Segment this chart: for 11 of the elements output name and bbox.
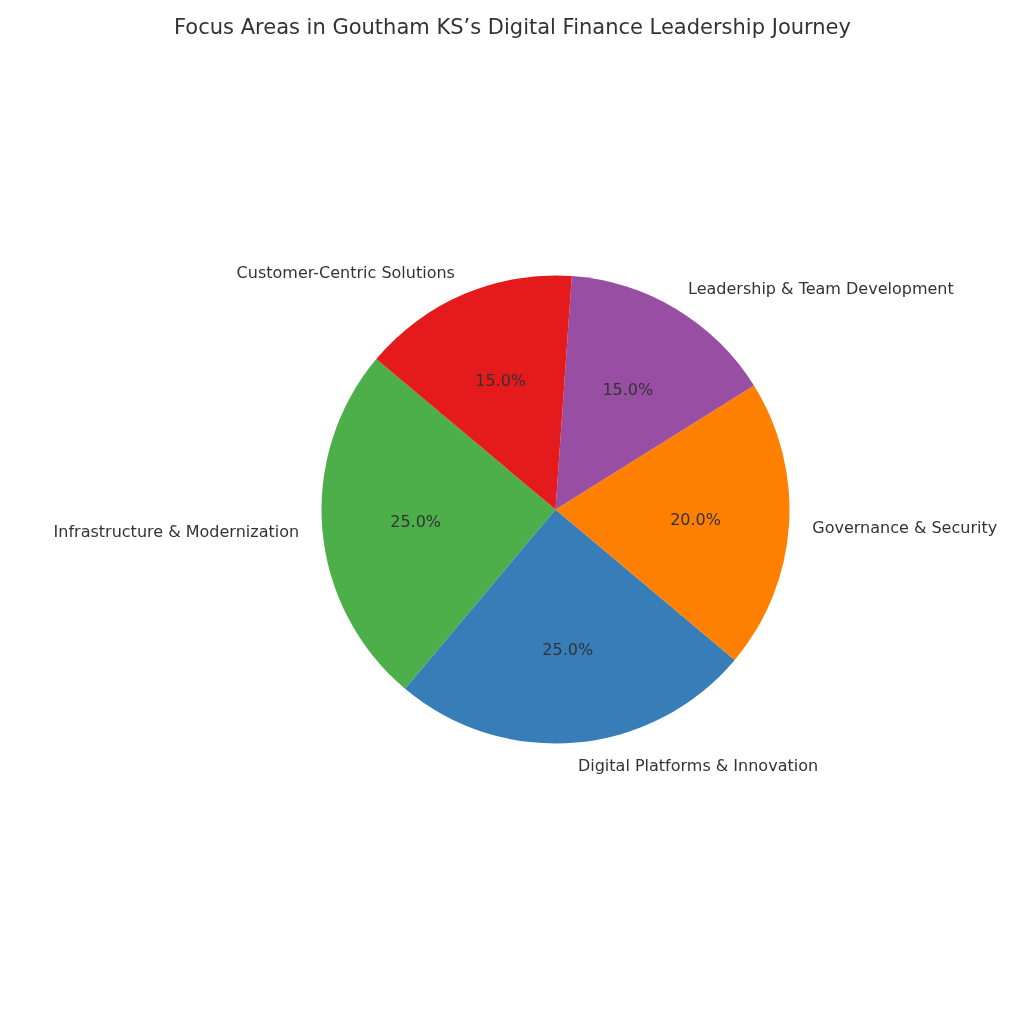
data-label: 15.0%	[602, 379, 654, 399]
slice-label: Digital Platforms & Innovation	[577, 756, 819, 776]
data-label: 25.0%	[542, 639, 594, 659]
chart-title: Focus Areas in Goutham KS’s Digital Finance Leadership Journey	[174, 14, 851, 39]
data-label: 25.0%	[390, 512, 442, 532]
data-label: 20.0%	[670, 509, 721, 529]
slice-label: Customer-Centric Solutions	[236, 263, 455, 283]
data-label: 15.0%	[475, 370, 527, 390]
slice-label: Governance & Security	[812, 517, 998, 537]
slice-label: Leadership & Team Development	[688, 279, 954, 299]
slice-label: Infrastructure & Modernization	[53, 522, 300, 542]
